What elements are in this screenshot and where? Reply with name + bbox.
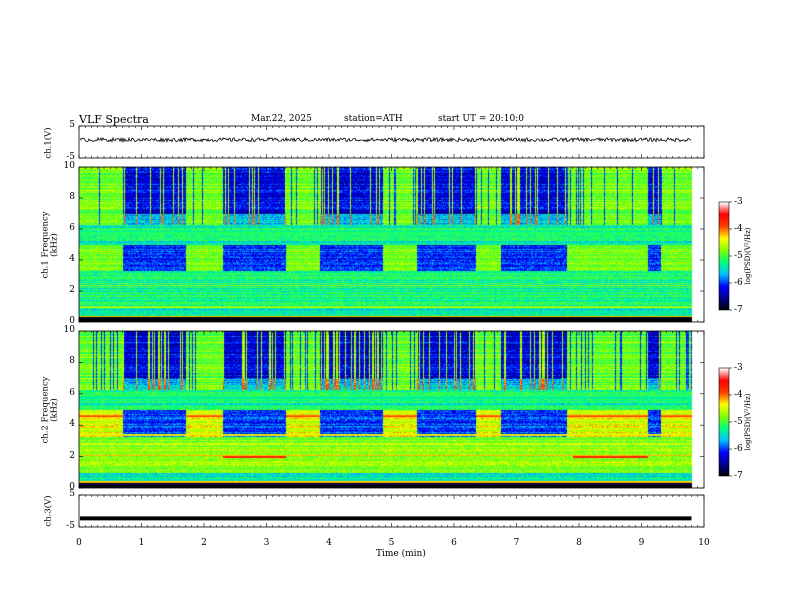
ch2-spectrogram-ylabel: ch.2 Frequency (kHz) [40, 376, 60, 444]
x-tick-label: 4 [326, 538, 332, 548]
x-tick-label: 8 [576, 538, 582, 548]
x-tick-label: 2 [201, 538, 207, 548]
ch2-spectrogram-ytick-label: 0 [69, 482, 75, 492]
x-tick-label: 10 [698, 538, 710, 548]
ch3-waveform-ytick-label: 5 [69, 489, 75, 499]
ch2-colorbar-tick-label: -7 [734, 471, 743, 481]
ch2-colorbar-tick-label: -3 [734, 363, 743, 373]
ch1-colorbar-tick-label: -5 [734, 251, 743, 261]
ch2-spectrogram-ytick-label: 6 [69, 387, 75, 398]
ch3-waveform-ytick-label: -5 [66, 521, 75, 531]
ch2-colorbar-label: log(PSD)(V²/Hz) [744, 393, 752, 451]
ch1-waveform-ylabel: ch.1(V) [43, 127, 54, 159]
ch1-waveform-ytick-label: -5 [66, 152, 75, 162]
ch1-spectrogram-ylabel: ch.1 Frequency (kHz) [40, 211, 60, 279]
station-label: station=ATH [344, 114, 403, 124]
ch1-colorbar-tick-label: -7 [734, 305, 743, 315]
ch1-spectrogram-ytick-label: 0 [69, 316, 75, 326]
ch1-spectrogram-ytick-label: 6 [69, 223, 75, 233]
ch2-colorbar-tick-label: -4 [734, 390, 743, 400]
ch1-waveform-frame [78, 125, 705, 159]
start-time-label: start UT = 20:10:0 [438, 114, 524, 124]
ch2-colorbar-tick-label: -6 [734, 444, 743, 454]
ch2-spectrogram-ytick-label: 10 [63, 325, 75, 335]
ch2-spectrogram-ytick-label: 4 [69, 419, 75, 430]
ch2-colorbar-frame [718, 367, 730, 477]
ch1-spectrogram [79, 167, 704, 322]
x-tick-label: 3 [263, 538, 270, 548]
x-tick-label: 1 [138, 538, 145, 548]
x-tick-label: 6 [451, 538, 457, 548]
ch1-spectrogram-ytick-label: 4 [69, 254, 75, 264]
ch1-colorbar-tick-label: -4 [734, 224, 743, 234]
ch1-colorbar-frame [718, 201, 730, 311]
x-tick-label: 5 [388, 538, 395, 548]
ch2-spectrogram-ytick-label: 8 [69, 356, 75, 367]
ch3-waveform-ylabel: ch.3(V) [43, 495, 54, 527]
x-axis-label: Time (min) [376, 549, 426, 559]
ch1-colorbar-tick-label: -6 [734, 278, 743, 288]
figure-title: VLF Spectra [79, 113, 149, 126]
x-tick-label: 9 [638, 538, 645, 548]
ch2-colorbar-tick-label: -5 [734, 417, 743, 427]
ch1-spectrogram-ytick-label: 2 [69, 285, 75, 295]
ch1-colorbar-label: log(PSD)(V²/Hz) [744, 227, 752, 285]
ch1-spectrogram-ytick-label: 8 [69, 192, 75, 202]
x-tick-label: 0 [76, 538, 82, 548]
ch1-spectrogram-frame [78, 166, 705, 323]
ch1-colorbar-tick-label: -3 [734, 197, 743, 207]
x-tick-label: 7 [513, 538, 520, 548]
ch1-spectrogram-ytick-label: 10 [63, 161, 75, 171]
ch1-waveform-trace [79, 136, 692, 143]
ch3-waveform-frame [78, 494, 705, 528]
date-label: Mar.22, 2025 [251, 114, 312, 124]
ch1-colorbar [719, 202, 729, 310]
ch2-spectrogram-frame [78, 330, 705, 489]
ch1-waveform-ytick-label: 5 [69, 120, 75, 130]
ch2-spectrogram-ytick-label: 2 [69, 450, 75, 461]
ch2-spectrogram [79, 331, 704, 488]
ch2-colorbar [719, 368, 729, 476]
